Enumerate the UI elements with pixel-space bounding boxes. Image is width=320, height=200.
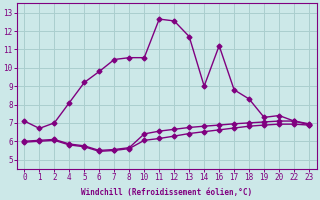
X-axis label: Windchill (Refroidissement éolien,°C): Windchill (Refroidissement éolien,°C) bbox=[81, 188, 252, 197]
